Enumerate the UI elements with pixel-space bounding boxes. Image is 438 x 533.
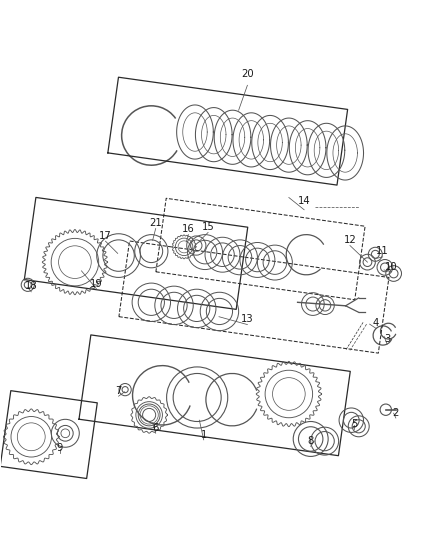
Text: 21: 21	[149, 218, 162, 228]
Text: 13: 13	[241, 314, 254, 324]
Text: 15: 15	[202, 222, 215, 232]
Text: 8: 8	[307, 436, 314, 446]
Text: 12: 12	[343, 235, 357, 245]
Text: 3: 3	[384, 334, 390, 344]
Text: 10: 10	[385, 262, 398, 271]
Text: 18: 18	[25, 281, 38, 291]
Text: 6: 6	[152, 423, 159, 433]
Text: 7: 7	[115, 386, 122, 396]
Text: 4: 4	[373, 318, 379, 328]
Text: 9: 9	[57, 443, 63, 453]
Text: 5: 5	[351, 419, 357, 429]
Text: 11: 11	[376, 246, 389, 256]
Text: 1: 1	[201, 430, 207, 440]
Text: 2: 2	[392, 408, 399, 418]
Text: 20: 20	[241, 69, 254, 79]
Text: 16: 16	[182, 224, 195, 235]
Text: 19: 19	[90, 279, 103, 289]
Text: 17: 17	[99, 231, 112, 241]
Text: 14: 14	[298, 196, 311, 206]
